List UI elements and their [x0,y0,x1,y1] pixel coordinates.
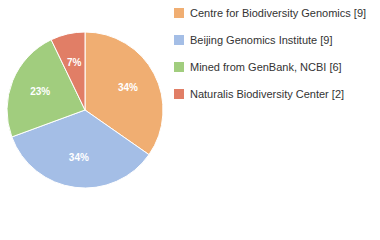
legend-item: Centre for Biodiversity Genomics [9] [174,7,366,19]
legend-swatch [174,35,184,45]
legend-swatch [174,8,184,18]
legend-swatch [174,62,184,72]
legend-item: Naturalis Biodiversity Center [2] [174,88,344,100]
legend: Centre for Biodiversity Genomics [9] Beij… [174,7,366,100]
data-label: 34% [69,152,89,163]
legend-swatch [174,89,184,99]
legend-label: Naturalis Biodiversity Center [2] [190,88,344,100]
legend-label: Centre for Biodiversity Genomics [9] [190,7,366,19]
data-label: 34% [118,82,138,93]
data-labels: 34% 34% 23% 7% [30,57,138,163]
legend-label: Mined from GenBank, NCBI [6] [190,61,342,73]
legend-item: Beijing Genomics Institute [9] [174,34,332,46]
legend-item: Mined from GenBank, NCBI [6] [174,61,342,73]
legend-label: Beijing Genomics Institute [9] [190,34,332,46]
pie-slice [51,32,85,110]
data-label: 7% [67,57,82,68]
chart: 34% 34% 23% 7% Centre for Biodiversity Genom… [0,0,380,240]
pie [7,32,163,188]
data-label: 23% [30,86,50,97]
